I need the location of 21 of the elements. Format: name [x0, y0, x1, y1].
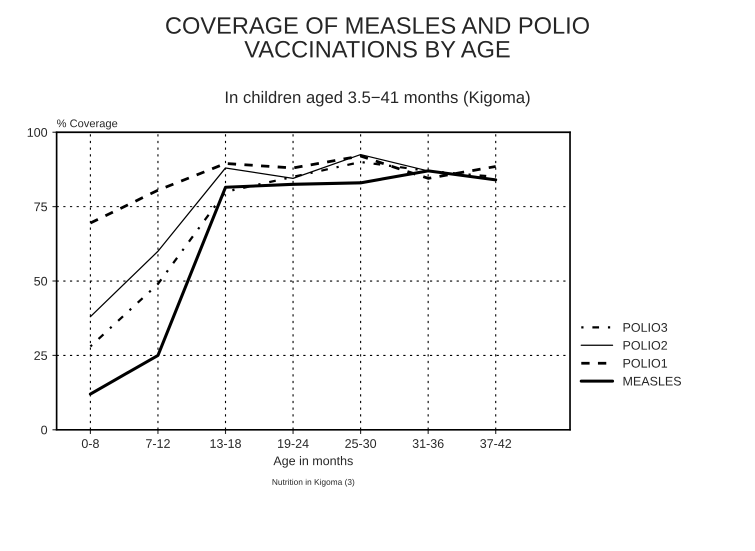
x-tick-label: 19-24	[278, 439, 309, 448]
y-tick-label: 75	[34, 202, 48, 212]
y-tick-label: 50	[34, 276, 48, 286]
x-tick-label: 7-12	[146, 439, 170, 448]
y-tick-label: 0	[41, 426, 48, 434]
chart-title: COVERAGE OF MEASLES AND POLIO VACCINATIONS BY AGE	[166, 17, 589, 58]
x-tick-label: 13-18	[210, 439, 241, 448]
x-tick-label: 25-30	[345, 439, 376, 448]
text: Nutrition in Kigoma (3)	[272, 478, 354, 487]
legend-label: POLIO2	[624, 340, 668, 350]
y-tick-label: 100	[28, 128, 48, 137]
x-axis-title: Age in months	[273, 456, 353, 468]
x-tick-label: 37-42	[480, 439, 512, 448]
x-tick-label: 0-8	[82, 439, 99, 448]
y-axis-title: % Coverage	[57, 119, 118, 130]
x-tick-label: 31-36	[412, 439, 444, 448]
y-tick-label: 25	[34, 351, 48, 360]
legend-label: POLIO1	[624, 358, 668, 368]
chart-subtitle: In children aged 3.5−41 months (Kigoma)	[226, 90, 530, 106]
legend-label: MEASLES	[624, 376, 682, 386]
legend-label: POLIO3	[624, 323, 668, 332]
